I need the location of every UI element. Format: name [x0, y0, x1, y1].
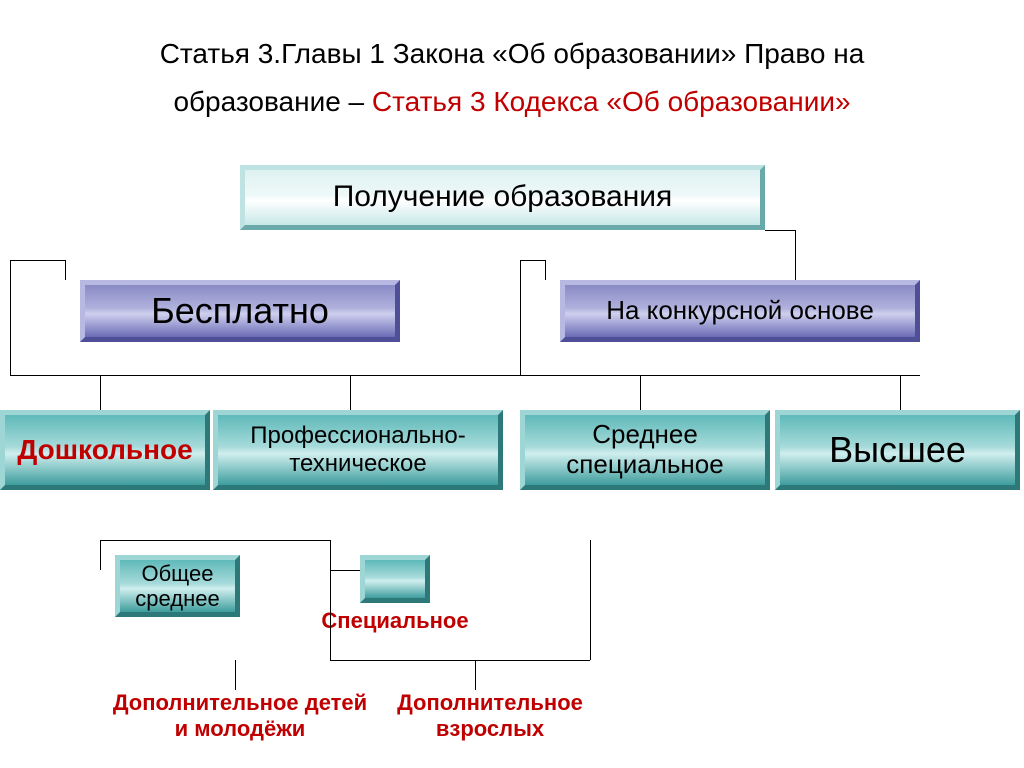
connector-line [350, 375, 351, 410]
node-higher: Высшее [775, 410, 1020, 490]
connector-line [900, 375, 901, 410]
node-secondary-special: Среднее специальное [520, 410, 770, 490]
connector-line [795, 230, 796, 280]
connector-line [330, 570, 360, 571]
connector-line [765, 230, 795, 231]
connector-line [235, 660, 236, 690]
connector-line [100, 375, 101, 410]
node-preschool: Дошкольное [0, 410, 210, 490]
connector-line [10, 260, 65, 261]
connector-line [520, 375, 920, 376]
connector-line [330, 540, 331, 660]
connector-line [100, 540, 101, 570]
title-line2b: Статья 3 Кодекса «Об образовании» [372, 86, 851, 117]
connector-line [100, 540, 330, 541]
connector-line [65, 260, 66, 280]
connector-line [520, 260, 545, 261]
connector-line [10, 375, 520, 376]
label-special: Специальное [290, 608, 500, 634]
connector-line [545, 260, 546, 280]
connector-line [520, 260, 521, 375]
node-special-box [360, 555, 430, 603]
connector-line [10, 260, 11, 375]
label-additional-adults: Дополнительное взрослых [375, 690, 605, 743]
connector-line [475, 660, 476, 690]
node-root: Получение образования [240, 165, 765, 230]
connector-line [330, 660, 590, 661]
title-line2a: образование – [173, 86, 371, 117]
node-general-secondary: Общее среднее [115, 555, 240, 617]
label-additional-children: Дополнительное детей и молодёжи [110, 690, 370, 743]
slide-title: Статья 3.Главы 1 Закона «Об образовании»… [0, 0, 1024, 135]
node-proftech: Профессионально-техническое [213, 410, 503, 490]
node-competitive: На конкурсной основе [560, 280, 920, 342]
title-line1: Статья 3.Главы 1 Закона «Об образовании»… [160, 38, 865, 69]
connector-line [590, 540, 591, 660]
node-free: Бесплатно [80, 280, 400, 342]
connector-line [640, 375, 641, 410]
